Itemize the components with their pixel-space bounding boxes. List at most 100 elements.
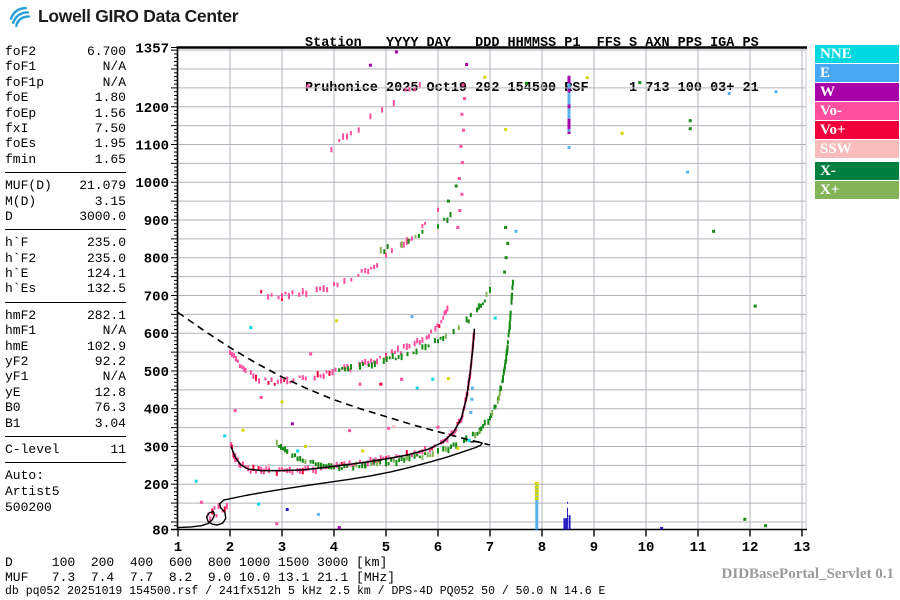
- y-axis-tick-label: 500: [144, 365, 169, 381]
- param-row: h`F 235.0: [5, 235, 126, 250]
- legend-item-ssw: SSW: [815, 140, 899, 158]
- y-axis-tick-label: 1357: [135, 42, 169, 58]
- param-row: fmin 1.65: [5, 152, 126, 167]
- station-header-line2: Pruhonice 2025 Oct19 292 154500 RSF 1 71…: [305, 81, 759, 96]
- x-axis-tick-label: 13: [794, 540, 811, 556]
- param-label: foF1: [5, 59, 37, 75]
- y-axis-tick-label: 1000: [135, 176, 169, 192]
- param-row: foEp 1.56: [5, 106, 126, 121]
- polarization-legend: NNE E W Vo- Vo+ SSW X- X+: [815, 45, 899, 200]
- param-row: D 3000.0: [5, 209, 126, 224]
- x-axis-tick-label: 3: [278, 540, 286, 556]
- y-axis-tick-label: 400: [144, 403, 169, 419]
- param-row: yF1 N/A: [5, 369, 126, 384]
- param-value: 12.8: [94, 384, 126, 400]
- legend-item-nne: NNE: [815, 45, 899, 63]
- autoscaling-info-line: Artist5: [5, 484, 60, 500]
- param-row: B1 3.04: [5, 416, 126, 431]
- x-axis-tick-label: 8: [538, 540, 546, 556]
- param-label: M(D): [5, 193, 37, 209]
- param-value: 282.1: [86, 307, 126, 323]
- param-label: foE: [5, 90, 29, 106]
- param-label: h`F: [5, 235, 29, 251]
- param-value: 1.65: [94, 151, 126, 167]
- param-value: 235.0: [86, 235, 126, 251]
- param-row: foE 1.80: [5, 90, 126, 105]
- param-label: h`E: [5, 266, 29, 282]
- x-axis-tick-label: 6: [434, 540, 442, 556]
- param-value: 102.9: [86, 338, 126, 354]
- giro-logo-text: Lowell GIRO Data Center: [38, 6, 239, 26]
- param-label: yF1: [5, 369, 29, 385]
- param-value: 124.1: [86, 266, 126, 282]
- servlet-version-label: DIDBasePortal_Servlet 0.1: [721, 566, 894, 582]
- divider: [5, 435, 126, 437]
- muf-table-distance-row: D 100 200 400 600 800 1000 1500 3000 [km…: [5, 555, 388, 570]
- param-value: 6.700: [86, 44, 126, 59]
- param-label: foEp: [5, 105, 37, 121]
- true-height-profile-curve: [177, 440, 483, 529]
- x-axis-tick-label: 5: [382, 540, 390, 556]
- param-row: hmF1 N/A: [5, 323, 126, 338]
- param-value: N/A: [102, 74, 126, 90]
- legend-item-x: X+: [815, 181, 899, 199]
- param-label: foF1p: [5, 74, 45, 90]
- y-axis-tick-label: 700: [144, 289, 169, 305]
- param-label: yF2: [5, 354, 29, 370]
- parameter-panel: foF2 6.700 foF1 N/A foF1p N/A foE 1.80 foEp 1.56 f…: [5, 44, 126, 516]
- param-value: 7.50: [94, 120, 126, 136]
- param-row: h`F2 235.0: [5, 251, 126, 266]
- param-row: M(D) 3.15: [5, 194, 126, 209]
- param-label: hmF2: [5, 307, 37, 323]
- param-row: hmF2 282.1: [5, 308, 126, 323]
- param-value: N/A: [102, 369, 126, 385]
- y-axis-tick-label: 900: [144, 214, 169, 230]
- param-value: 1.80: [94, 90, 126, 106]
- legend-item-w: W: [815, 83, 899, 101]
- param-row: foEs 1.95: [5, 136, 126, 151]
- autoscaling-info-line: Auto:: [5, 468, 45, 484]
- y-axis-tick-label: 800: [144, 252, 169, 268]
- x-axis-tick-label: 7: [486, 540, 494, 556]
- legend-item-vo: Vo-: [815, 102, 899, 120]
- artist-trace-fit-curve: [230, 328, 476, 472]
- param-label: h`F2: [5, 250, 37, 266]
- param-label: foEs: [5, 136, 37, 152]
- x-axis-tick-label: 12: [742, 540, 759, 556]
- param-value: 132.5: [86, 281, 126, 297]
- divider: [5, 172, 126, 174]
- param-label: D: [5, 208, 13, 224]
- x-axis-tick-label: 10: [638, 540, 655, 556]
- param-value: 11: [110, 441, 126, 457]
- x-axis-tick-label: 11: [690, 540, 707, 556]
- param-label: foF2: [5, 44, 37, 59]
- divider: [5, 229, 126, 231]
- autoscaling-info-line: 500200: [5, 499, 52, 515]
- param-row: foF1p N/A: [5, 75, 126, 90]
- param-value: 1.95: [94, 136, 126, 152]
- param-row: yE 12.8: [5, 385, 126, 400]
- y-axis-tick-label: 300: [144, 440, 169, 456]
- param-value: 92.2: [94, 354, 126, 370]
- record-status-line: db pq052 20251019 154500.rsf / 241fx512h…: [5, 585, 606, 598]
- param-value: 3.15: [94, 193, 126, 209]
- muf-table-muf-row: MUF 7.3 7.4 7.7 8.2 9.0 10.0 13.1 21.1 […: [5, 569, 396, 585]
- y-axis-tick-label: 600: [144, 327, 169, 343]
- param-row: h`Es 132.5: [5, 281, 126, 296]
- param-row: MUF(D) 21.079: [5, 178, 126, 193]
- muf-transmission-curve-curve: [177, 311, 491, 446]
- param-label: fmin: [5, 151, 37, 167]
- muf-table: D 100 200 400 600 800 1000 1500 3000 [km…: [5, 555, 396, 585]
- divider: [5, 301, 126, 303]
- param-row: h`E 124.1: [5, 266, 126, 281]
- param-row: foF2 6.700: [5, 44, 126, 59]
- param-label: hmF1: [5, 323, 37, 339]
- param-row: B0 76.3: [5, 400, 126, 415]
- x-axis-tick-label: 9: [590, 540, 598, 556]
- param-value: 3.04: [94, 415, 126, 431]
- param-value: 76.3: [94, 400, 126, 416]
- param-row: yF2 92.2: [5, 354, 126, 369]
- giro-logo: Lowell GIRO Data Center: [8, 4, 239, 29]
